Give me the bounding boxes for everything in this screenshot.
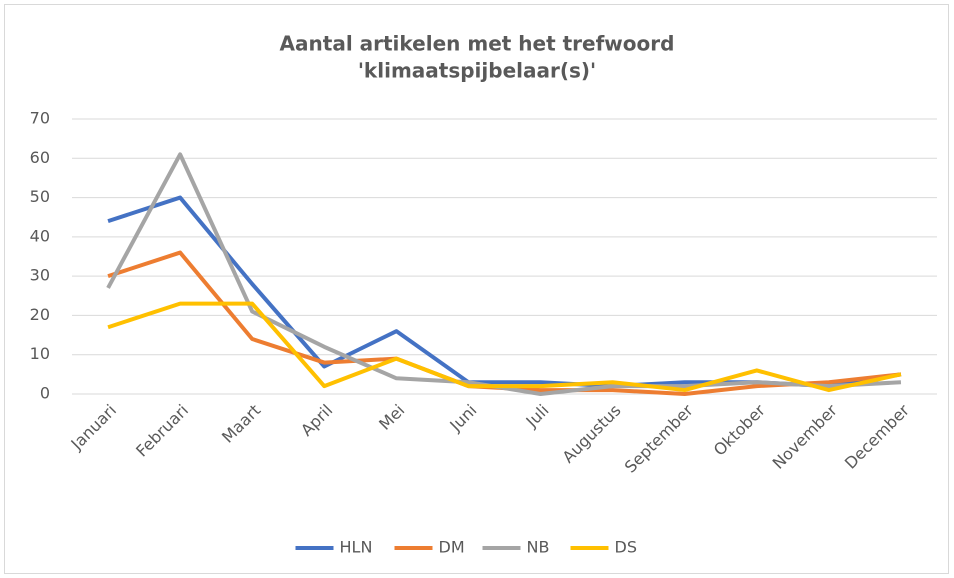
y-tick-label: 30 [30,266,50,285]
y-tick-label: 70 [30,109,50,128]
chart-title: 'klimaatspijbelaar(s)' [358,59,596,83]
chart-title: Aantal artikelen met het trefwoord [280,32,675,56]
y-tick-label: 40 [30,226,50,245]
y-tick-label: 60 [30,148,50,167]
legend-label: HLN [340,538,373,557]
legend-label: NB [527,538,550,557]
y-tick-label: 0 [40,384,50,403]
legend-label: DS [615,538,637,557]
chart-frame [4,4,949,574]
legend-label: DM [439,538,465,557]
y-tick-label: 10 [30,344,50,363]
y-tick-label: 50 [30,187,50,206]
y-tick-label: 20 [30,305,50,324]
series-line [107,301,902,393]
